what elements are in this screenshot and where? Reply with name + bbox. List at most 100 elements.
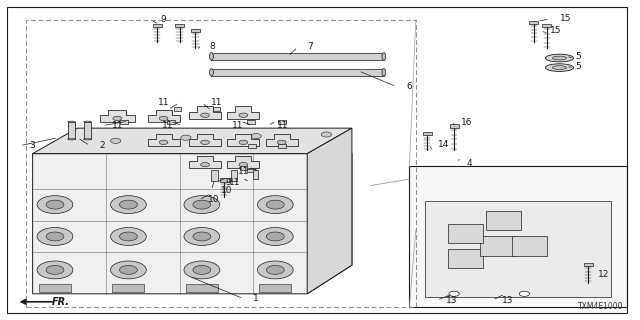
- Text: 9: 9: [161, 15, 166, 24]
- Ellipse shape: [209, 68, 213, 76]
- Circle shape: [184, 196, 220, 213]
- Bar: [248, 144, 255, 148]
- Text: 12: 12: [598, 270, 609, 279]
- Circle shape: [201, 140, 209, 145]
- Bar: [113, 284, 145, 292]
- Polygon shape: [307, 128, 352, 294]
- Bar: [211, 68, 384, 76]
- Circle shape: [120, 232, 138, 241]
- Polygon shape: [148, 133, 179, 146]
- Bar: [186, 284, 218, 292]
- Circle shape: [257, 261, 293, 279]
- Bar: [68, 122, 76, 139]
- Text: 15: 15: [550, 27, 561, 36]
- Polygon shape: [266, 133, 298, 146]
- Circle shape: [193, 232, 211, 241]
- Circle shape: [239, 163, 248, 167]
- Text: FR.: FR.: [52, 297, 70, 307]
- Circle shape: [239, 140, 248, 145]
- Text: 5: 5: [575, 62, 581, 71]
- Text: 4: 4: [467, 159, 472, 168]
- Polygon shape: [426, 201, 611, 297]
- Bar: [584, 263, 593, 266]
- Text: 11: 11: [211, 98, 223, 107]
- Circle shape: [120, 266, 138, 274]
- Circle shape: [321, 132, 332, 137]
- Circle shape: [257, 228, 293, 245]
- Circle shape: [113, 116, 122, 121]
- Polygon shape: [33, 154, 352, 294]
- Circle shape: [201, 163, 209, 167]
- Circle shape: [111, 228, 147, 245]
- Circle shape: [193, 266, 211, 274]
- Bar: [423, 132, 432, 135]
- Bar: [479, 236, 515, 256]
- Text: 5: 5: [575, 52, 581, 61]
- Circle shape: [519, 291, 529, 296]
- Circle shape: [266, 200, 284, 209]
- Bar: [486, 211, 521, 230]
- Circle shape: [180, 135, 191, 140]
- Polygon shape: [189, 133, 221, 146]
- Bar: [542, 24, 551, 27]
- Circle shape: [201, 113, 209, 117]
- Bar: [212, 107, 220, 111]
- Bar: [247, 169, 255, 172]
- Bar: [529, 21, 538, 24]
- Circle shape: [266, 266, 284, 274]
- Bar: [410, 166, 627, 307]
- Text: 8: 8: [209, 42, 215, 52]
- Bar: [448, 224, 483, 243]
- Bar: [259, 284, 291, 292]
- Bar: [84, 122, 92, 139]
- Ellipse shape: [84, 121, 92, 123]
- Text: 3: 3: [29, 141, 35, 150]
- Bar: [278, 144, 286, 148]
- Text: 10: 10: [221, 186, 232, 195]
- Circle shape: [46, 200, 64, 209]
- Bar: [220, 179, 228, 182]
- Bar: [247, 121, 255, 124]
- Polygon shape: [189, 107, 221, 119]
- Circle shape: [239, 113, 248, 117]
- Ellipse shape: [545, 64, 573, 71]
- Bar: [448, 249, 483, 268]
- Bar: [39, 284, 71, 292]
- Bar: [278, 121, 285, 124]
- Circle shape: [111, 196, 147, 213]
- Circle shape: [37, 228, 73, 245]
- Text: 11: 11: [238, 167, 250, 176]
- Bar: [168, 121, 175, 124]
- Text: 13: 13: [447, 296, 458, 305]
- Polygon shape: [227, 133, 259, 146]
- Ellipse shape: [68, 139, 76, 140]
- Text: 14: 14: [438, 140, 449, 149]
- Text: 6: 6: [406, 82, 412, 91]
- Circle shape: [277, 140, 286, 145]
- Text: 11: 11: [232, 121, 243, 130]
- Text: 11: 11: [277, 121, 289, 130]
- Text: 13: 13: [502, 296, 513, 305]
- Polygon shape: [189, 156, 221, 168]
- Text: 15: 15: [559, 14, 571, 23]
- Bar: [239, 166, 247, 170]
- Circle shape: [46, 266, 64, 274]
- Circle shape: [193, 200, 211, 209]
- Bar: [511, 236, 547, 256]
- Circle shape: [37, 261, 73, 279]
- Circle shape: [159, 140, 168, 145]
- Ellipse shape: [552, 66, 566, 69]
- Ellipse shape: [209, 52, 213, 60]
- Ellipse shape: [382, 68, 386, 76]
- Text: 7: 7: [307, 42, 313, 52]
- Ellipse shape: [382, 52, 386, 60]
- Circle shape: [46, 232, 64, 241]
- Circle shape: [159, 116, 168, 121]
- Text: 10: 10: [208, 195, 220, 204]
- Circle shape: [449, 291, 460, 296]
- Text: 11: 11: [159, 98, 170, 107]
- Ellipse shape: [552, 56, 566, 60]
- Text: 1: 1: [253, 294, 259, 303]
- Text: 11: 11: [113, 121, 124, 130]
- Circle shape: [111, 138, 121, 143]
